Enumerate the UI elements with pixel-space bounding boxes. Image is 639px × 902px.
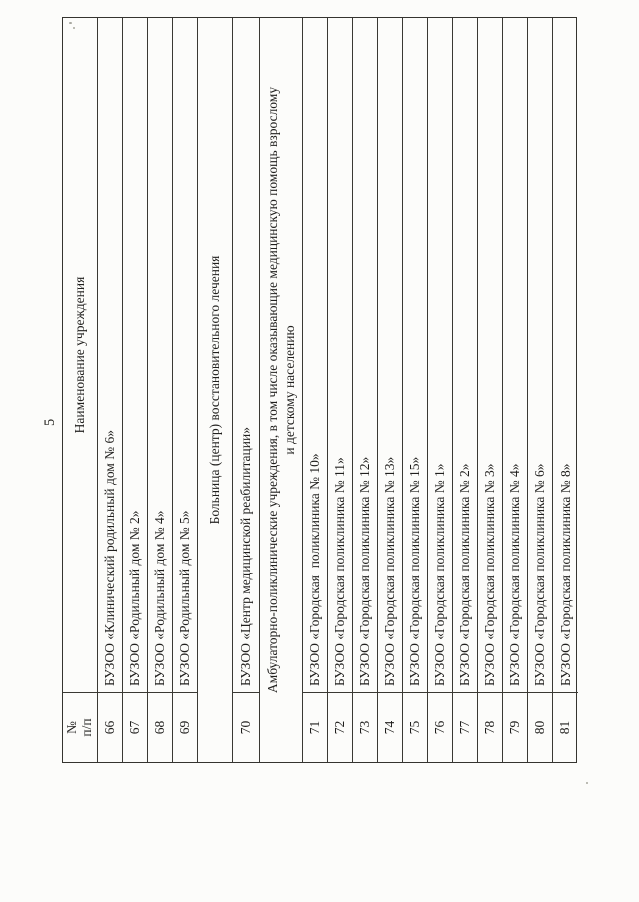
scan-speckle (69, 22, 72, 24)
row-name: БУЗОО «Родильный дом № 2» (127, 510, 142, 687)
section-title-line2: и детскому населению (282, 325, 297, 455)
table-row-68: 68 БУЗОО «Родильный дом № 4» (148, 18, 173, 762)
row-name: БУЗОО «Городская поликлиника № 3» (482, 463, 497, 686)
table-row-71: 71 БУЗОО «Городская поликлиника № 10» (303, 18, 328, 762)
col-header-name: Наименование учреждения (72, 276, 87, 434)
section-title: Больница (центр) восстановительного лече… (198, 18, 232, 762)
table-row-78: 78 БУЗОО «Городская поликлиника № 3» (478, 18, 503, 762)
table-row-77: 77 БУЗОО «Городская поликлиника № 2» (453, 18, 478, 762)
row-num: 74 (378, 692, 402, 762)
row-name: БУЗОО «Городская поликлиника № 8» (557, 463, 573, 686)
section-title-line1: Амбулаторно-поликлинические учреждения, … (264, 86, 280, 694)
row-num: 68 (148, 692, 172, 762)
row-num: 67 (123, 692, 147, 762)
row-name: БУЗОО «Городская поликлиника № 10» (307, 453, 322, 686)
row-name: БУЗОО «Городская поликлиника № 2» (457, 463, 472, 686)
row-name: БУЗОО «Городская поликлиника № 11» (332, 457, 347, 686)
row-num: 76 (428, 692, 452, 762)
table-row-69: 69 БУЗОО «Родильный дом № 5» (173, 18, 198, 762)
row-num: 69 (173, 692, 197, 762)
row-num: 75 (403, 692, 427, 762)
table-row-72: 72 БУЗОО «Городская поликлиника № 11» (328, 18, 353, 762)
table-row-70: 70 БУЗОО «Центр медицинской реабилитации… (233, 18, 260, 762)
section-row-vosstanovitelnoe: Больница (центр) восстановительного лече… (198, 18, 233, 762)
col-header-num-line2: п/п (79, 718, 94, 737)
row-name: БУЗОО «Родильный дом № 4» (152, 510, 167, 687)
row-name: БУЗОО «Городская поликлиника № 13» (382, 456, 397, 686)
page-number-strip: 5 (37, 17, 62, 763)
section-title-line: Больница (центр) восстановительного лече… (207, 255, 223, 525)
row-num: 72 (328, 692, 352, 762)
row-num: 81 (553, 692, 578, 762)
row-name: БУЗОО «Городская поликлиника № 12» (357, 456, 372, 686)
row-name: БУЗОО «Клинический родильный дом № 6» (102, 430, 117, 686)
row-name: БУЗОО «Городская поликлиника № 15» (407, 456, 422, 686)
row-name: БУЗОО «Родильный дом № 5» (177, 510, 192, 687)
institutions-table: № п/п Наименование учреждения 66 БУЗОО «… (62, 17, 578, 763)
scan-speckle (73, 27, 75, 29)
table-row-79: 79 БУЗОО «Городская поликлиника № 4» (503, 18, 528, 762)
col-header-num: № п/п (63, 692, 97, 762)
row-num: 77 (453, 692, 477, 762)
table-row-76: 76 БУЗОО «Городская поликлиника № 1» (428, 18, 453, 762)
table-row-80: 80 БУЗОО «Городская поликлиника № 6» (528, 18, 553, 762)
col-header-num-line1: № (64, 721, 80, 734)
table-row-75: 75 БУЗОО «Городская поликлиника № 15» (403, 18, 428, 762)
table-row-67: 67 БУЗОО «Родильный дом № 2» (123, 18, 148, 762)
row-num: 66 (98, 692, 122, 762)
rotated-page-content: 5 № п/п Наименование учреждения 66 БУЗОО… (37, 17, 578, 763)
row-name: БУЗОО «Городская поликлиника № 1» (432, 463, 447, 686)
table-row-81: 81 БУЗОО «Городская поликлиника № 8» (553, 18, 578, 762)
row-name: БУЗОО «Центр медицинской реабилитации» (238, 427, 253, 686)
table-header-row: № п/п Наименование учреждения (63, 18, 98, 762)
table-row-73: 73 БУЗОО «Городская поликлиника № 12» (353, 18, 378, 762)
table-row-74: 74 БУЗОО «Городская поликлиника № 13» (378, 18, 403, 762)
section-row-ambulatorno: Амбулаторно-поликлинические учреждения, … (260, 18, 303, 762)
row-num: 79 (503, 692, 527, 762)
row-num: 71 (303, 692, 327, 762)
page-number: 5 (42, 418, 58, 426)
row-num: 80 (528, 692, 552, 762)
section-title: Амбулаторно-поликлинические учреждения, … (260, 18, 302, 762)
row-name: БУЗОО «Городская поликлиника № 6» (532, 463, 547, 686)
row-num: 73 (353, 692, 377, 762)
row-num: 70 (233, 692, 259, 762)
table-row-66: 66 БУЗОО «Клинический родильный дом № 6» (98, 18, 123, 762)
row-num: 78 (478, 692, 502, 762)
row-name: БУЗОО «Городская поликлиника № 4» (507, 463, 522, 686)
scan-speckle (586, 782, 588, 784)
